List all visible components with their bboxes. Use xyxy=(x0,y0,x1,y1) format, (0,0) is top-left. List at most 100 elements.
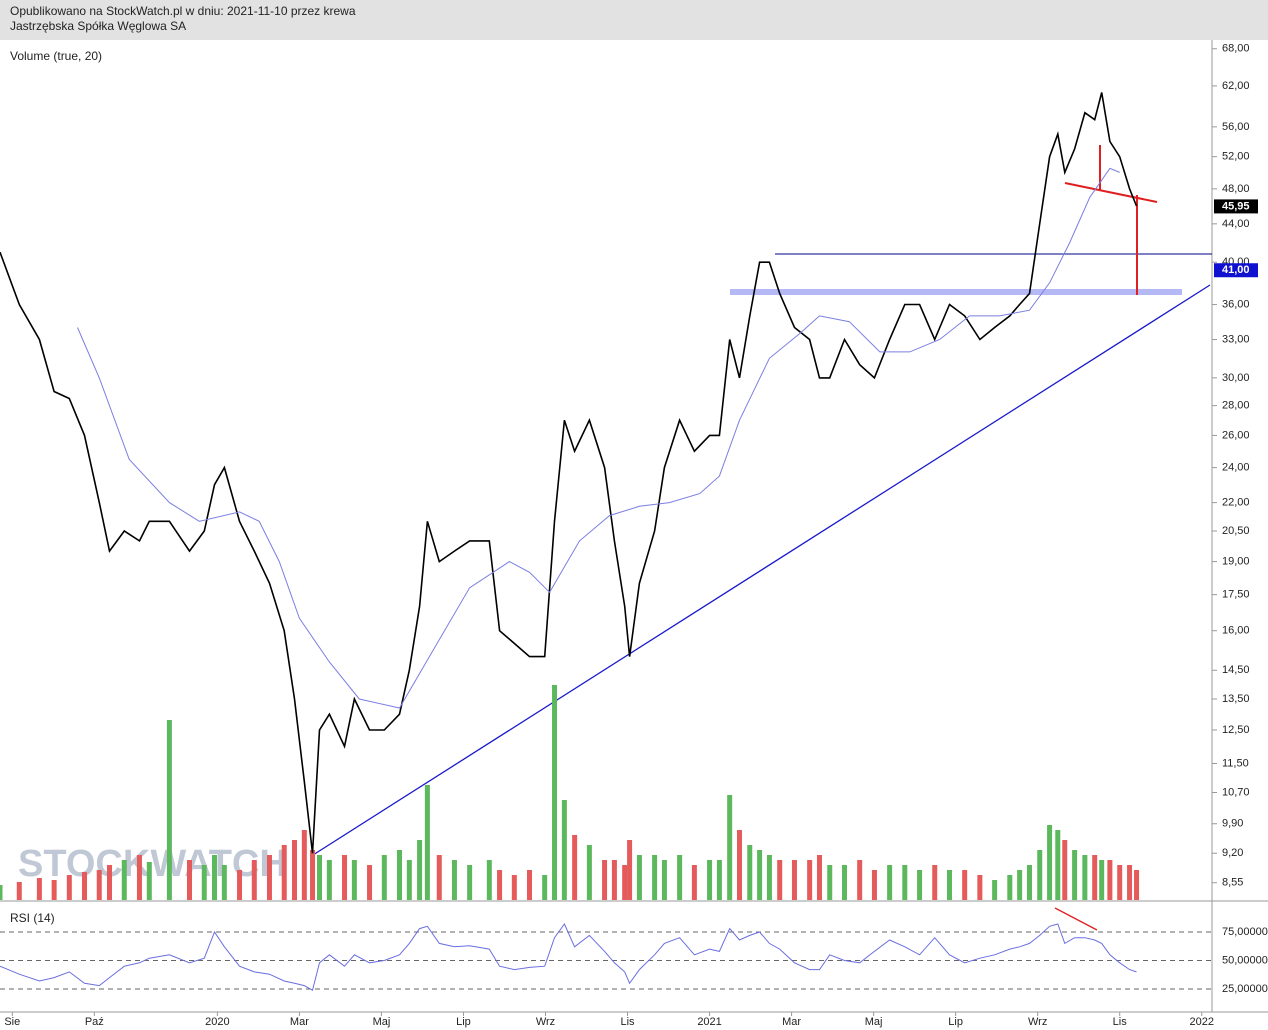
y-tick-label: 14,50 xyxy=(1222,664,1250,676)
volume-bar xyxy=(281,845,287,900)
price-label-box xyxy=(1214,263,1258,278)
volume-bar xyxy=(677,855,683,900)
volume-bar xyxy=(1072,850,1078,900)
volume-bar xyxy=(932,865,938,900)
y-tick-label: 12,50 xyxy=(1222,724,1250,736)
volume-bar xyxy=(757,850,763,900)
rsi-tick-label: 75,00000 xyxy=(1222,926,1268,938)
y-tick-label: 17,50 xyxy=(1222,589,1250,601)
volume-bar xyxy=(237,870,243,900)
volume-bar xyxy=(527,870,533,900)
divergence-line xyxy=(1054,907,1098,931)
x-tick-label: 2022 xyxy=(1190,1016,1214,1028)
volume-bar xyxy=(1134,870,1140,900)
volume-bar xyxy=(887,865,893,900)
volume-bar xyxy=(146,862,152,900)
volume-bar xyxy=(652,855,658,900)
x-tick-label: Wrz xyxy=(536,1016,555,1028)
x-tick-label: 2020 xyxy=(205,1016,229,1028)
header-bar xyxy=(0,0,1268,40)
x-tick-label: Maj xyxy=(373,1016,391,1028)
volume-bar xyxy=(310,850,316,900)
y-tick-label: 26,00 xyxy=(1222,429,1250,441)
volume-bar xyxy=(842,865,848,900)
volume-bar xyxy=(317,855,323,900)
volume-bar xyxy=(81,872,87,900)
volume-label: Volume (true, 20) xyxy=(10,49,102,63)
volume-bar xyxy=(992,880,998,900)
y-tick-label: 24,00 xyxy=(1222,462,1250,474)
volume-bar xyxy=(661,860,667,900)
neckline xyxy=(1064,182,1158,203)
volume-bar xyxy=(96,870,102,900)
volume-bar xyxy=(622,865,628,900)
volume-bar xyxy=(1017,870,1023,900)
x-tick-label: Sie xyxy=(4,1016,20,1028)
volume-bar xyxy=(424,785,430,900)
y-tick-label: 8,55 xyxy=(1222,877,1243,889)
y-tick-label: 30,00 xyxy=(1222,372,1250,384)
volume-bar xyxy=(777,860,783,900)
volume-bar xyxy=(467,865,473,900)
y-tick-label: 13,50 xyxy=(1222,693,1250,705)
volume-bar xyxy=(486,860,492,900)
y-tick-label: 44,00 xyxy=(1222,218,1250,230)
x-tick-label: Lip xyxy=(456,1016,471,1028)
volume-bar xyxy=(1047,825,1053,900)
y-tick-label: 68,00 xyxy=(1222,43,1250,55)
y-tick-label: 33,00 xyxy=(1222,333,1250,345)
x-tick-label: Wrz xyxy=(1028,1016,1047,1028)
y-tick-label: 11,50 xyxy=(1222,757,1249,769)
x-tick-label: Lis xyxy=(621,1016,636,1028)
volume-bar xyxy=(917,870,923,900)
volume-bar xyxy=(1026,865,1032,900)
volume-bar xyxy=(707,860,713,900)
volume-bar xyxy=(221,865,227,900)
x-tick-label: Mar xyxy=(782,1016,801,1028)
x-tick-label: Paź xyxy=(85,1016,104,1028)
volume-bar xyxy=(121,860,127,900)
x-tick-label: Lip xyxy=(948,1016,963,1028)
volume-bar xyxy=(572,835,578,900)
rsi-label: RSI (14) xyxy=(10,911,55,925)
volume-bar xyxy=(691,865,697,900)
y-tick-label: 48,00 xyxy=(1222,183,1250,195)
volume-bar xyxy=(291,840,297,900)
y-tick-label: 19,00 xyxy=(1222,555,1250,567)
volume-bar xyxy=(186,860,192,900)
volume-bar xyxy=(166,720,172,900)
volume-bar xyxy=(1117,865,1123,900)
volume-bar xyxy=(791,860,797,900)
volume-bar xyxy=(436,855,442,900)
volume-bar xyxy=(251,860,257,900)
volume-bar xyxy=(727,795,733,900)
volume-bar xyxy=(396,850,402,900)
x-tick-label: Mar xyxy=(290,1016,309,1028)
y-tick-label: 16,00 xyxy=(1222,625,1250,637)
volume-bar xyxy=(212,855,218,900)
volume-bar xyxy=(827,865,833,900)
volume-bar xyxy=(1092,855,1098,900)
y-tick-label: 9,20 xyxy=(1222,847,1243,859)
volume-bar xyxy=(107,865,113,900)
volume-bar xyxy=(511,875,517,900)
y-tick-label: 62,00 xyxy=(1222,80,1250,92)
volume-bar xyxy=(326,860,332,900)
volume-bar xyxy=(451,860,457,900)
volume-bar xyxy=(136,855,142,900)
volume-bar xyxy=(1099,860,1105,900)
volume-bar xyxy=(586,845,592,900)
price-line xyxy=(77,167,1120,709)
x-tick-label: 2021 xyxy=(697,1016,721,1028)
volume-bar xyxy=(636,855,642,900)
volume-bar xyxy=(1062,840,1068,900)
y-tick-label: 9,90 xyxy=(1222,818,1243,830)
volume-bar xyxy=(1127,865,1133,900)
volume-bar xyxy=(627,840,633,900)
volume-bar xyxy=(716,860,722,900)
volume-bar xyxy=(977,875,983,900)
volume-bar xyxy=(857,860,863,900)
volume-bar xyxy=(0,885,3,900)
volume-bar xyxy=(266,855,272,900)
